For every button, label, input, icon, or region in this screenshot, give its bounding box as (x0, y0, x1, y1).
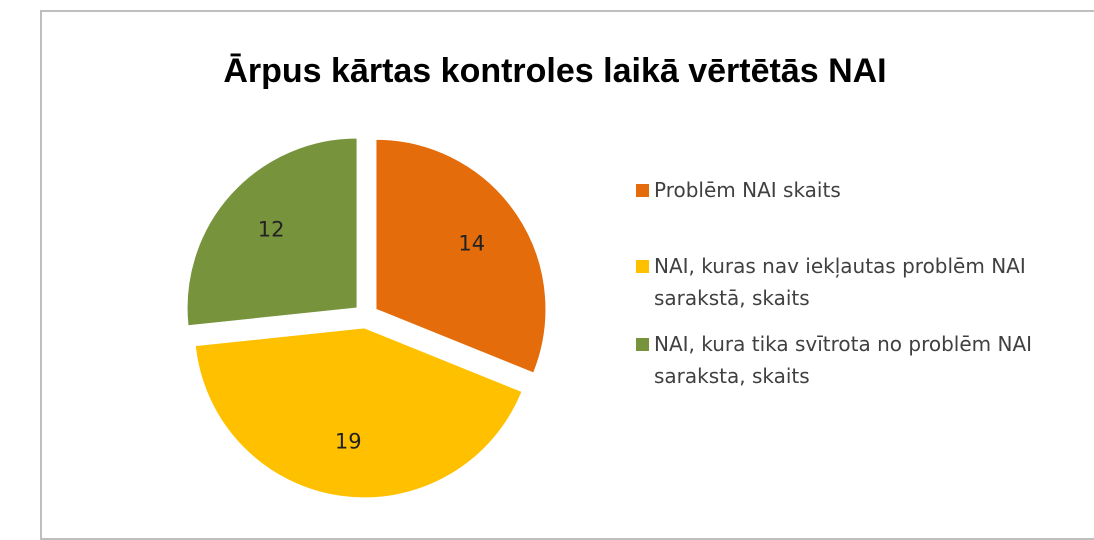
chart-title: Ārpus kārtas kontroles laikā vērtētās NA… (223, 52, 887, 90)
pie-slice (375, 138, 547, 374)
slice-label: 14 (458, 232, 485, 256)
slice-label: 19 (335, 429, 362, 453)
legend-label: Problēm NAI skaits (654, 178, 841, 202)
legend-label: NAI, kura tika svītrota no problēm NAI s… (654, 332, 1033, 388)
legend-item: Problēm NAI skaits (636, 174, 1094, 206)
pie-slice (194, 327, 523, 499)
slice-label: 12 (258, 218, 285, 242)
legend-label: NAI, kuras nav iekļautas problēm NAI sar… (654, 254, 1026, 310)
legend-swatch (636, 260, 649, 273)
legend-item: NAI, kuras nav iekļautas problēm NAI sar… (636, 250, 1094, 314)
legend-swatch (636, 184, 649, 197)
pie-slice (186, 137, 358, 327)
legend-swatch (636, 338, 649, 351)
legend-item: NAI, kura tika svītrota no problēm NAI s… (636, 328, 1094, 392)
